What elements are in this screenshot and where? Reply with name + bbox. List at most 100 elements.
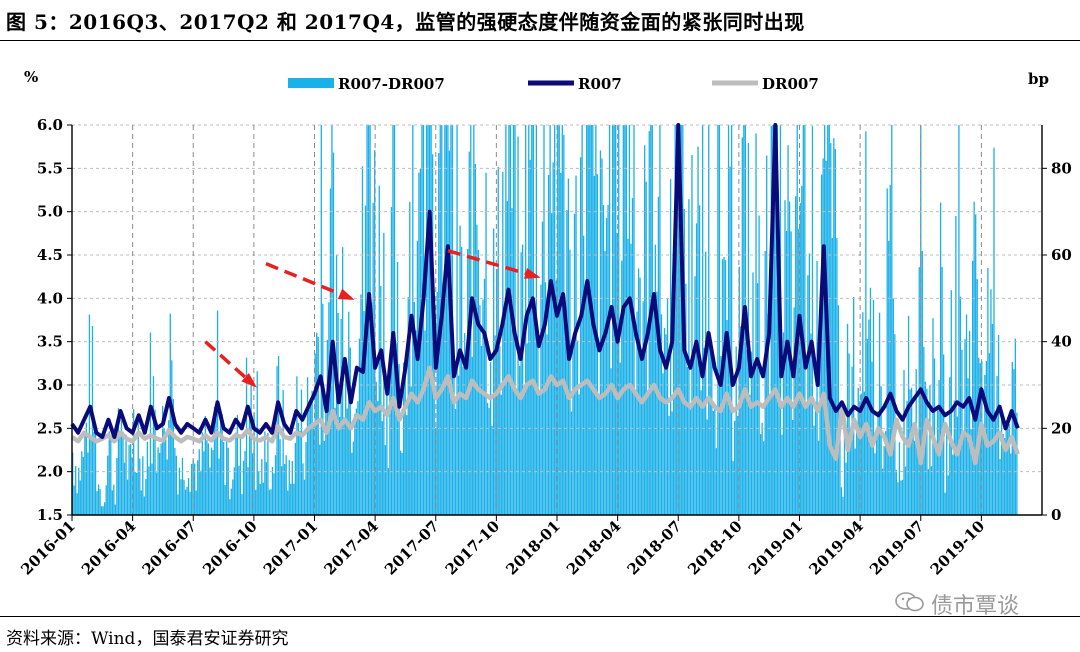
spread-bar <box>514 125 516 515</box>
spread-bar <box>949 377 951 515</box>
spread-bar <box>761 422 763 515</box>
spread-bar <box>572 347 574 515</box>
spread-bar <box>294 442 297 515</box>
x-tick-label: 2017-04 <box>321 517 382 578</box>
spread-bar <box>683 209 685 516</box>
spread-bar <box>695 223 698 515</box>
spread-bar <box>677 125 679 515</box>
spread-bar <box>579 157 582 515</box>
spread-bar <box>436 291 438 515</box>
spread-bar <box>494 335 496 515</box>
spread-bar <box>824 125 826 515</box>
spread-bar <box>473 125 475 515</box>
spread-bar <box>947 475 949 515</box>
spread-bar <box>651 125 653 515</box>
spread-bar <box>586 125 588 515</box>
spread-bar <box>190 463 193 515</box>
spread-bar <box>833 138 835 515</box>
rate-chart: 1.5 2.0 2.5 3.0 3.5 4.0 4.5 5.0 5.5 6.0 0 20 40 60 80 2… <box>17 68 1071 579</box>
spread-bar <box>772 125 774 515</box>
spread-bar <box>137 419 139 515</box>
x-tick-label: 2019-01 <box>745 517 806 578</box>
spread-bar <box>352 441 354 515</box>
spread-bar <box>351 452 353 515</box>
spread-bar <box>927 469 930 515</box>
spread-bar <box>325 396 327 515</box>
spread-bar <box>529 159 531 515</box>
spread-bar <box>126 479 129 515</box>
spread-bar <box>517 136 519 515</box>
spread-bar <box>715 448 718 515</box>
spread-bar <box>448 150 451 515</box>
spread-bar <box>226 438 228 515</box>
spread-bar <box>987 268 989 515</box>
x-tick-label: 2017-07 <box>381 517 442 578</box>
spread-bar <box>311 390 313 515</box>
spread-bar <box>277 356 280 515</box>
spread-bar <box>308 403 310 515</box>
x-tick-label: 2018-01 <box>502 517 563 578</box>
spread-bar <box>828 125 830 515</box>
spread-bar <box>169 313 171 515</box>
spread-bar <box>625 125 628 515</box>
spread-bar <box>459 225 461 515</box>
spread-bar <box>799 202 801 515</box>
spread-bar <box>171 360 173 515</box>
spread-bar <box>860 393 862 515</box>
spread-bar <box>578 394 580 515</box>
spread-bar <box>93 431 95 515</box>
spread-bar <box>929 385 931 515</box>
spread-bar <box>907 315 910 515</box>
series-line-dr007 <box>70 365 1020 466</box>
spread-bar <box>888 240 890 516</box>
spread-bar <box>563 134 565 516</box>
spread-bar <box>528 125 530 515</box>
spread-bar <box>854 448 856 515</box>
spread-bar <box>634 391 637 515</box>
spread-bar <box>700 390 702 515</box>
spread-bar <box>313 422 315 515</box>
spread-bar <box>442 305 444 515</box>
spread-bar <box>968 330 971 515</box>
spread-bar <box>663 328 666 515</box>
spread-bar <box>213 406 216 515</box>
spread-bar <box>229 499 231 515</box>
spread-bar <box>692 359 695 515</box>
spread-bar <box>668 415 670 515</box>
spread-bar <box>282 389 284 515</box>
spread-bar <box>175 455 178 515</box>
spread-bar <box>566 210 568 515</box>
spread-bar <box>447 125 449 515</box>
spread-bar <box>279 439 281 515</box>
spread-bar <box>180 479 182 515</box>
spread-bar <box>679 125 681 515</box>
spread-bar <box>973 201 975 515</box>
spread-bar <box>958 125 960 515</box>
spread-bar <box>839 404 841 515</box>
spread-bar <box>107 455 109 515</box>
spread-bar <box>73 485 75 515</box>
spread-bar <box>831 237 833 515</box>
spread-bar <box>807 275 809 515</box>
spread-bar <box>116 458 118 515</box>
spread-bar <box>956 416 959 515</box>
spread-bar <box>375 381 377 515</box>
spread-bar <box>331 125 333 515</box>
spread-bar <box>752 272 754 515</box>
left-tick-label: 4.5 <box>37 246 63 264</box>
spread-bar <box>401 452 403 515</box>
red-arrow-shaft <box>447 248 538 279</box>
spread-bar <box>291 461 293 515</box>
spread-bar <box>944 492 946 515</box>
source-divider <box>0 616 1080 617</box>
spread-bar <box>503 319 505 515</box>
spread-bar <box>830 143 832 515</box>
spread-bar <box>348 311 350 515</box>
spread-bar <box>247 467 249 515</box>
spread-bar <box>727 125 730 515</box>
legend-label: DR007 <box>762 75 819 93</box>
spread-bar <box>996 376 998 515</box>
spread-bar <box>152 376 155 515</box>
spread-bar <box>114 504 117 515</box>
spread-bar <box>581 125 583 515</box>
